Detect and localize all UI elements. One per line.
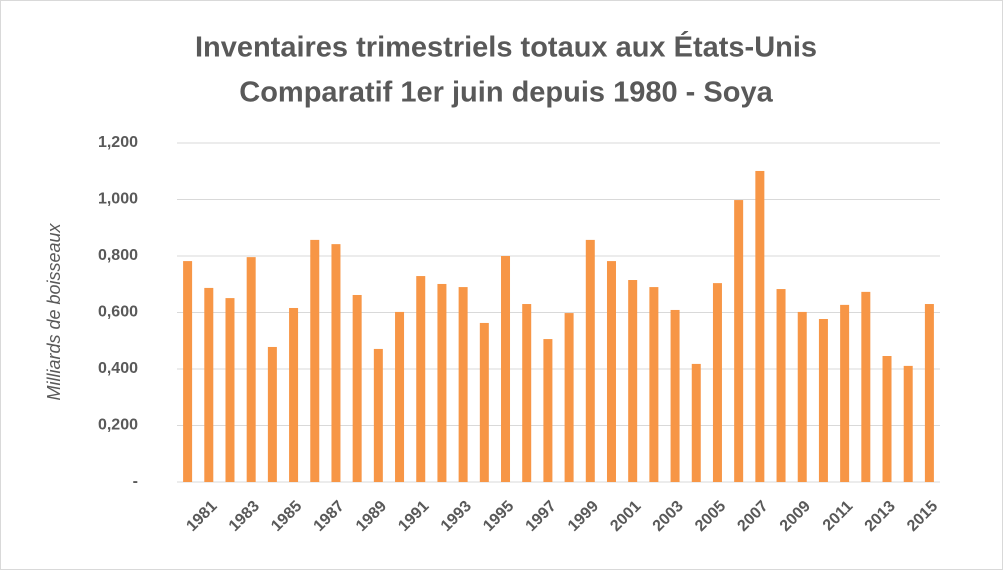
bar [267,346,277,482]
bar [882,356,892,482]
bar [734,200,744,482]
bar [395,311,405,482]
bar [543,339,553,482]
y-tick-label: 0,400 [98,360,138,377]
y-tick-label: 1,200 [98,134,138,151]
bar [331,244,341,482]
bar [670,309,680,482]
y-tick-label: 0,200 [98,417,138,434]
chart-subtitle: Comparatif 1er juin depuis 1980 - Soya [239,77,773,109]
bar [628,280,638,482]
y-tick-label: 0,800 [98,247,138,264]
bar [776,289,786,482]
bar [861,291,871,482]
bar [797,311,807,482]
bar [564,313,574,482]
bar [437,283,447,482]
bar [522,304,532,482]
bar [416,276,426,482]
bar [691,363,701,482]
bar [649,287,659,482]
bar [924,304,934,482]
bar [903,365,913,482]
bar [458,287,468,482]
bar [204,287,214,482]
chart-title: Inventaires trimestriels totaux aux État… [195,30,817,64]
y-axis-label: Milliards de boisseaux [44,222,64,400]
y-tick-label: 1,000 [98,191,138,208]
y-tick-label: - [133,473,138,490]
bar [501,256,511,482]
bar [289,307,299,482]
bar [606,261,616,482]
bar [373,348,383,482]
y-tick-label: 0,600 [98,304,138,321]
bar [183,261,193,482]
bar [246,257,256,482]
bar [585,239,595,482]
bar [310,239,320,482]
bar [818,318,828,482]
bar [712,283,722,482]
bar [840,304,850,482]
bar [225,298,235,482]
bar [755,170,765,482]
bar [352,294,362,482]
bar [479,322,489,482]
